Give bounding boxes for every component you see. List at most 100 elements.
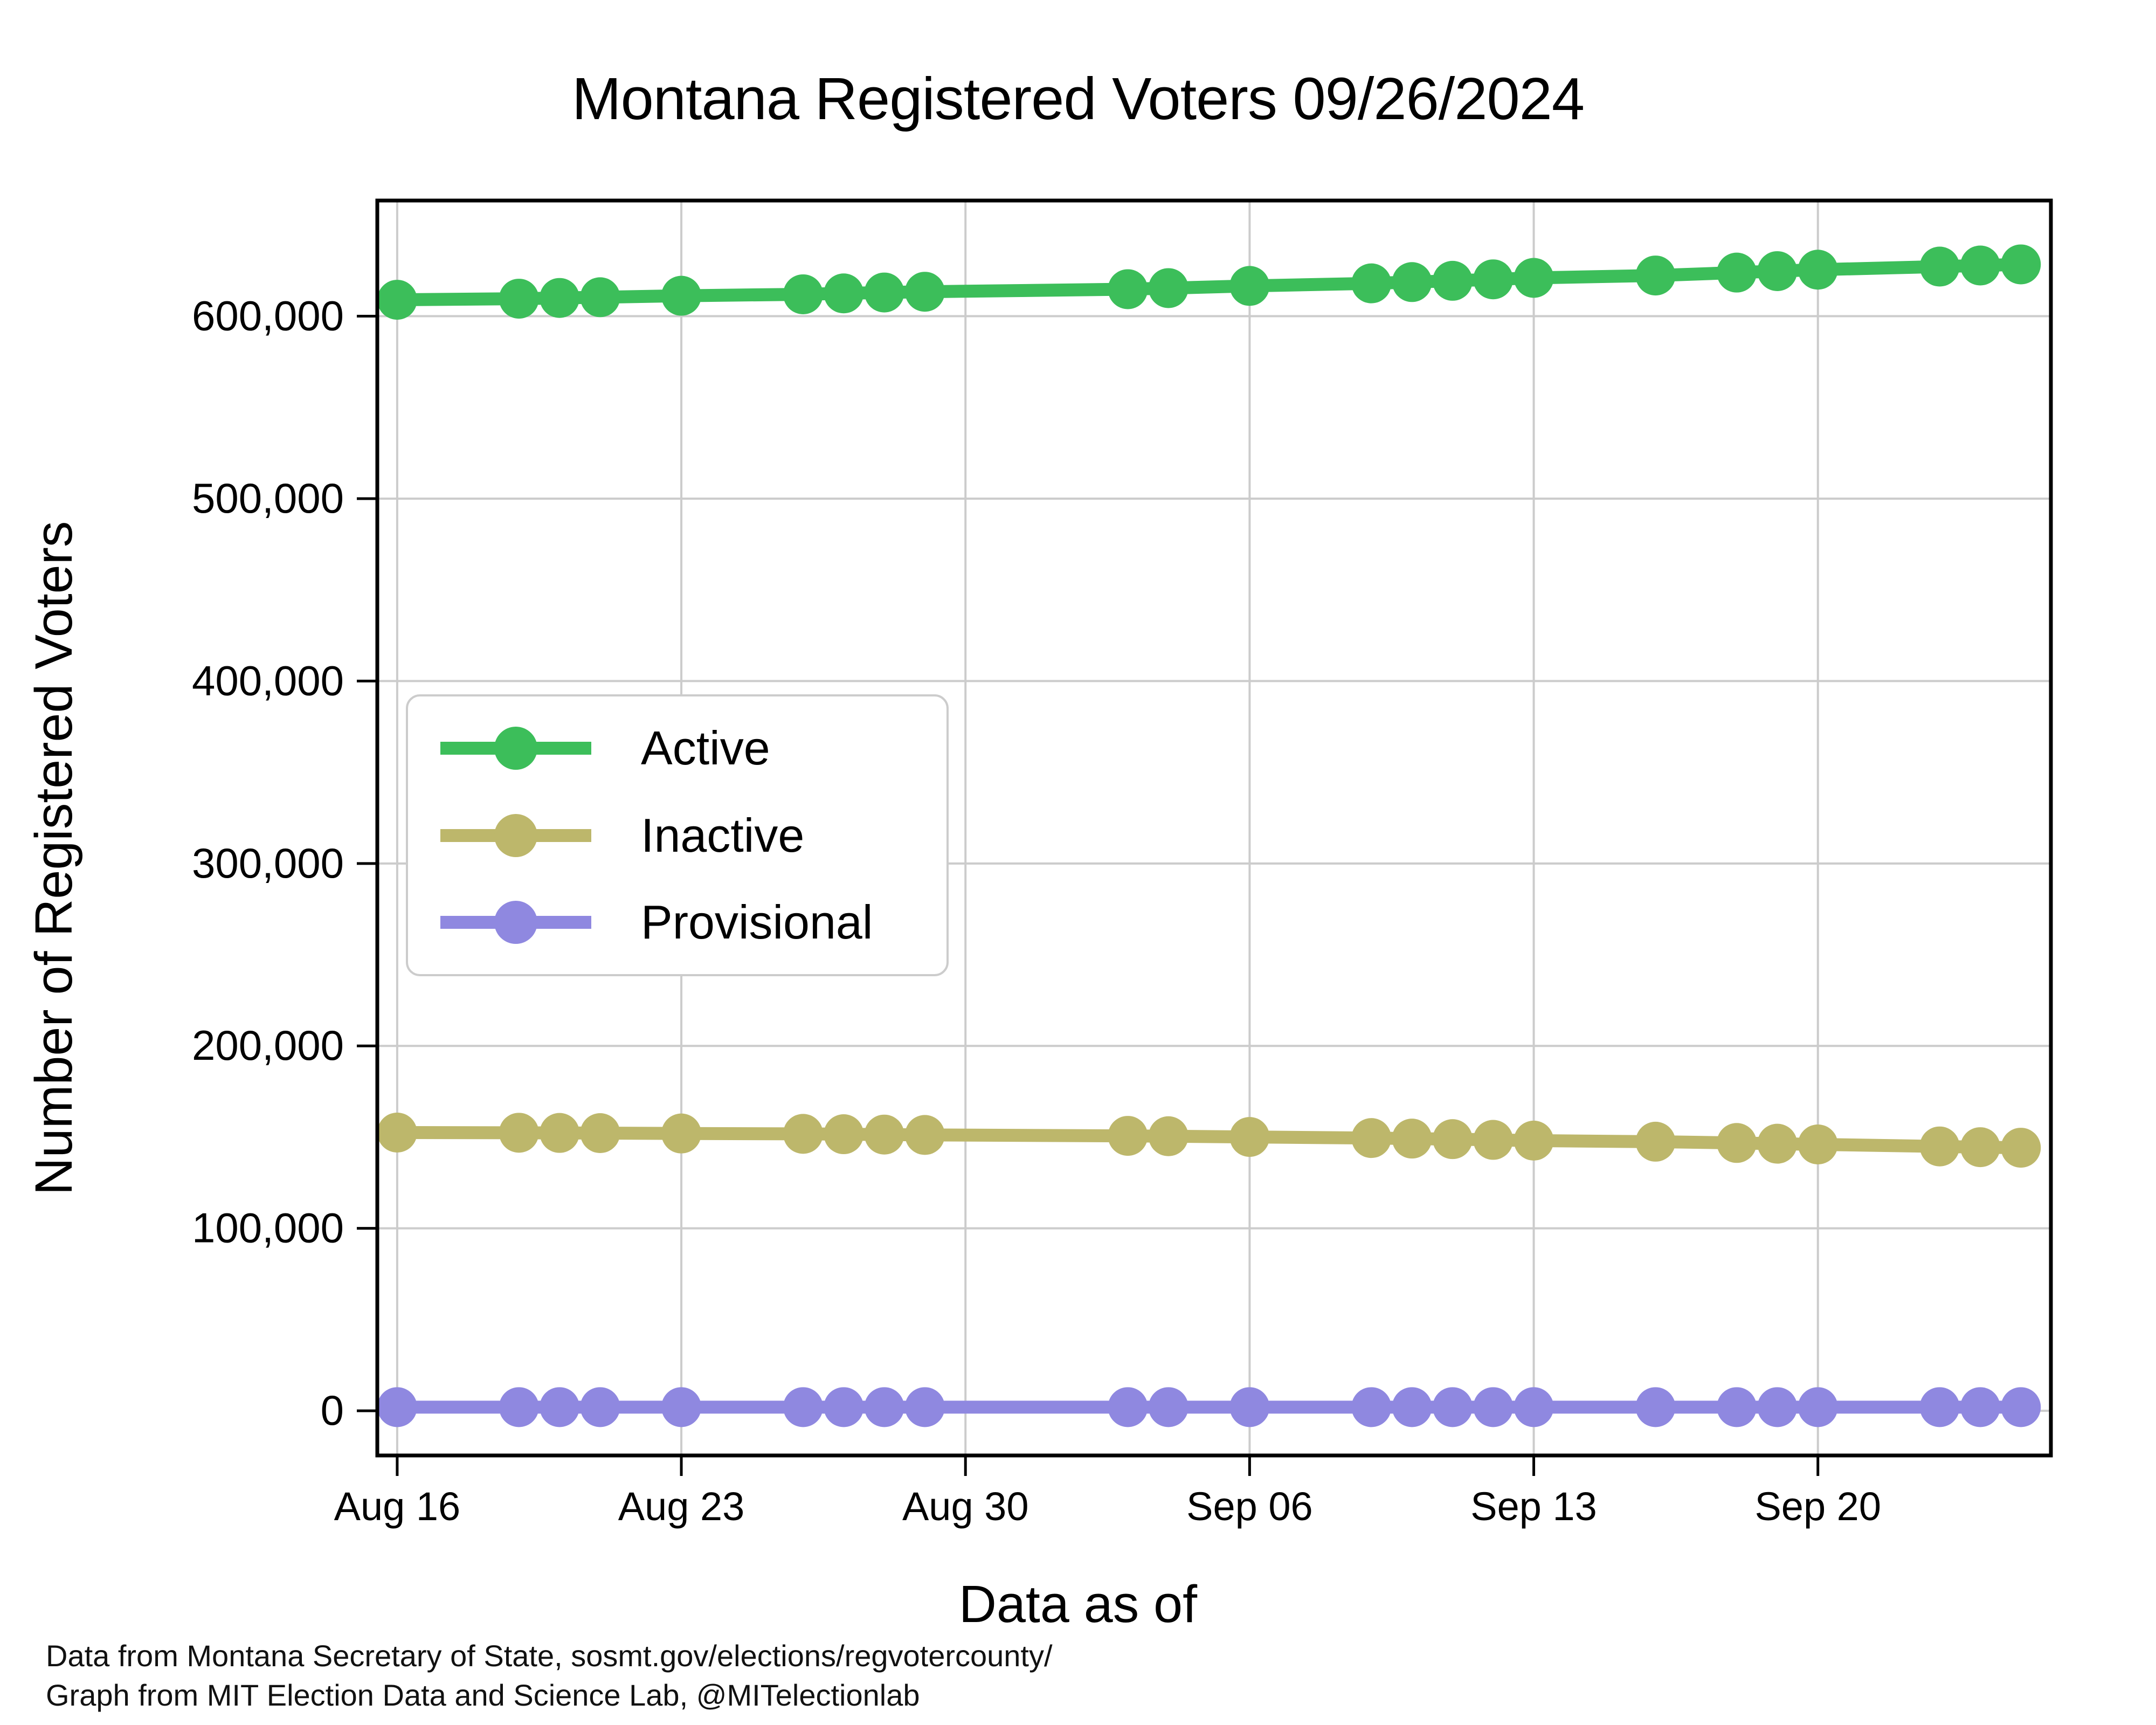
- inactive-data-point: [1392, 1119, 1432, 1159]
- active-data-point: [1108, 269, 1148, 309]
- provisional-data-point: [824, 1387, 864, 1427]
- provisional-data-point: [1392, 1387, 1432, 1427]
- inactive-data-point: [499, 1113, 539, 1153]
- active-data-point: [1148, 268, 1188, 308]
- active-data-point: [1392, 262, 1432, 302]
- inactive-data-point: [1635, 1121, 1676, 1162]
- inactive-data-point: [377, 1112, 417, 1153]
- inactive-line-swatch-icon: [440, 813, 591, 857]
- active-data-point: [1635, 256, 1676, 296]
- active-data-point: [1717, 252, 1757, 293]
- y-axis-label: Number of Registered Voters: [24, 521, 83, 1196]
- y-tick-label: 300,000: [192, 839, 344, 887]
- provisional-data-point: [1635, 1387, 1676, 1427]
- footer-graph-line: Graph from MIT Election Data and Science…: [46, 1678, 920, 1712]
- active-data-point: [2001, 244, 2041, 285]
- legend-label-active: Active: [641, 721, 770, 775]
- active-data-point: [499, 279, 539, 319]
- active-data-point: [824, 273, 864, 314]
- inactive-data-point: [1757, 1123, 1798, 1164]
- active-data-point: [1473, 259, 1514, 300]
- provisional-data-point: [540, 1387, 580, 1427]
- x-tick-label: Sep 20: [1754, 1484, 1881, 1529]
- inactive-data-point: [864, 1114, 904, 1155]
- inactive-data-point: [1798, 1124, 1838, 1164]
- provisional-data-point: [1514, 1387, 1554, 1427]
- provisional-data-point: [1108, 1387, 1148, 1427]
- provisional-data-point: [783, 1387, 823, 1427]
- inactive-data-point: [580, 1113, 620, 1154]
- provisional-data-point: [1798, 1387, 1838, 1427]
- y-tick-label: 100,000: [192, 1204, 344, 1252]
- inactive-data-point: [1919, 1126, 1960, 1167]
- inactive-data-point: [1960, 1127, 2000, 1168]
- y-tick-label: 600,000: [192, 292, 344, 340]
- provisional-data-point: [2001, 1387, 2041, 1427]
- active-data-point: [864, 272, 904, 313]
- provisional-line-swatch-icon: [440, 900, 591, 944]
- active-data-point: [540, 278, 580, 318]
- provisional-data-point: [499, 1387, 539, 1427]
- y-tick-label: 400,000: [192, 657, 344, 704]
- active-data-point: [580, 277, 620, 318]
- inactive-data-point: [2001, 1128, 2041, 1168]
- legend-label-inactive: Inactive: [641, 808, 805, 862]
- y-tick-label: 200,000: [192, 1022, 344, 1069]
- inactive-data-point: [540, 1113, 580, 1153]
- active-line-swatch-icon: [440, 727, 591, 770]
- provisional-data-point: [1351, 1387, 1392, 1427]
- provisional-data-point: [1919, 1387, 1960, 1427]
- legend-label-provisional: Provisional: [641, 895, 873, 949]
- inactive-data-point: [783, 1114, 823, 1154]
- inactive-data-point: [824, 1114, 864, 1155]
- x-tick-label: Aug 30: [902, 1484, 1029, 1529]
- legend: Active Inactive Provisional: [406, 694, 949, 976]
- active-data-point: [1798, 250, 1838, 290]
- legend-item-provisional: Provisional: [408, 882, 946, 963]
- provisional-data-point: [1229, 1387, 1270, 1427]
- inactive-data-point: [1108, 1116, 1148, 1156]
- provisional-data-point: [580, 1387, 620, 1427]
- active-data-point: [661, 275, 702, 316]
- inactive-data-point: [1717, 1123, 1757, 1163]
- inactive-data-point: [1148, 1116, 1188, 1156]
- active-data-point: [1757, 251, 1798, 291]
- active-data-point: [1432, 260, 1473, 301]
- legend-item-active: Active: [408, 708, 946, 789]
- provisional-data-point: [1432, 1387, 1473, 1427]
- y-tick-label: 0: [321, 1386, 344, 1434]
- page-title: Montana Registered Voters 09/26/2024: [571, 66, 1585, 132]
- x-tick-label: Sep 13: [1470, 1484, 1597, 1529]
- footer-credits: Data from Montana Secretary of State, so…: [46, 1636, 1053, 1715]
- provisional-data-point: [1473, 1387, 1514, 1427]
- x-tick-label: Aug 16: [334, 1484, 461, 1529]
- legend-item-inactive: Inactive: [408, 795, 946, 876]
- provisional-data-point: [661, 1387, 702, 1427]
- provisional-data-point: [1757, 1387, 1798, 1427]
- active-data-point: [1919, 246, 1960, 287]
- provisional-data-point: [377, 1387, 417, 1427]
- active-data-point: [1514, 258, 1554, 298]
- x-axis-label: Data as of: [958, 1575, 1198, 1633]
- provisional-data-point: [904, 1387, 945, 1427]
- footer-source-line: Data from Montana Secretary of State, so…: [46, 1639, 1053, 1673]
- inactive-data-point: [1514, 1120, 1554, 1161]
- provisional-data-point: [1717, 1387, 1757, 1427]
- active-data-point: [904, 272, 945, 312]
- inactive-data-point: [661, 1113, 702, 1154]
- x-tick-label: Sep 06: [1186, 1484, 1313, 1529]
- inactive-data-point: [1351, 1118, 1392, 1158]
- inactive-data-point: [904, 1115, 945, 1155]
- x-tick-label: Aug 23: [618, 1484, 745, 1529]
- provisional-data-point: [1960, 1387, 2000, 1427]
- inactive-data-point: [1229, 1117, 1270, 1157]
- provisional-data-point: [864, 1387, 904, 1427]
- provisional-data-point: [1148, 1387, 1188, 1427]
- active-data-point: [1351, 263, 1392, 303]
- active-data-point: [377, 280, 417, 320]
- inactive-data-point: [1473, 1120, 1514, 1160]
- inactive-data-point: [1432, 1119, 1473, 1160]
- active-data-point: [1960, 245, 2000, 286]
- y-tick-label: 500,000: [192, 474, 344, 522]
